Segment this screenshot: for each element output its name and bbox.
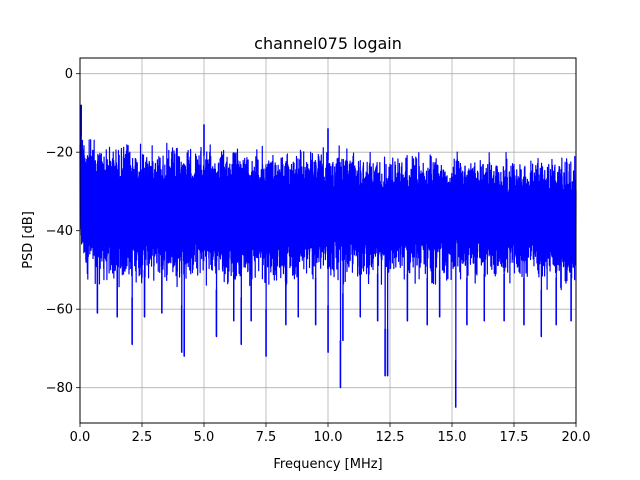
x-tick-label: 20.0	[562, 430, 591, 445]
x-tick-label: 7.5	[256, 430, 277, 445]
x-tick-label: 17.5	[500, 430, 529, 445]
y-tick-label: −40	[46, 224, 73, 239]
x-tick-label: 10.0	[314, 430, 343, 445]
chart-title: channel075 logain	[254, 34, 402, 53]
y-tick-label: −20	[46, 146, 73, 161]
x-tick-label: 0.0	[70, 430, 91, 445]
series-psd	[79, 104, 577, 408]
y-axis-label: PSD [dB]	[21, 211, 36, 269]
x-tick-label: 15.0	[438, 430, 467, 445]
y-tick-label: −60	[46, 303, 73, 318]
x-tick-label: 12.5	[376, 430, 405, 445]
x-tick-label: 2.5	[132, 430, 153, 445]
y-tick-label: −80	[46, 381, 73, 396]
y-tick-label: 0	[65, 67, 73, 82]
x-axis-label: Frequency [MHz]	[273, 457, 382, 472]
x-axis: 0.0 2.5 5.0 7.5 10.0 12.5 15.0 17.5 20.0	[70, 423, 591, 445]
x-tick-label: 5.0	[194, 430, 215, 445]
y-axis: 0 −20 −40 −60 −80	[46, 67, 80, 396]
